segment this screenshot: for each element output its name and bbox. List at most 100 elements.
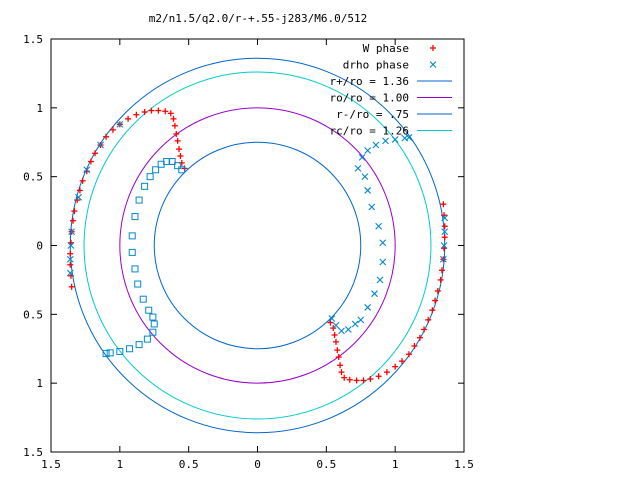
data-point (379, 258, 387, 266)
y-tick-label: 0 (36, 240, 43, 253)
data-point (143, 335, 151, 343)
data-point (176, 146, 183, 153)
data-point (434, 287, 441, 294)
data-point (173, 130, 180, 137)
data-point (331, 331, 338, 338)
x-tick-label: 1.5 (41, 458, 61, 471)
y-tick-label: 1.5 (23, 33, 43, 46)
series-cross (66, 120, 449, 335)
data-point (139, 295, 147, 303)
legend: W phase drho phase r+/ro = 1.36 ro/ro = 1.0… (330, 42, 452, 138)
data-point (67, 242, 75, 249)
legend-label: r-/ro = .75 (336, 108, 409, 121)
x-tick-label: 1.5 (454, 458, 474, 471)
data-point (421, 326, 428, 333)
data-point (332, 321, 340, 329)
data-point (416, 334, 423, 341)
series-plus (67, 107, 448, 384)
data-point (162, 108, 169, 115)
data-point (68, 283, 75, 290)
data-point (335, 354, 342, 361)
data-point (174, 137, 181, 144)
y-tick-label: 1 (36, 102, 43, 115)
axis-ticks: 1.5 1 0.5 0 0.5 1 1.51.510.500.511.5 (23, 33, 474, 471)
data-point (70, 217, 77, 224)
data-point (346, 376, 353, 383)
x-tick-label: 1 (117, 458, 124, 471)
reference-circle (119, 107, 396, 384)
data-point (441, 228, 449, 236)
data-point (67, 261, 74, 268)
legend-label: drho phase (343, 59, 409, 72)
data-point (167, 110, 174, 117)
data-point (128, 232, 136, 240)
data-point (148, 107, 155, 114)
data-point (131, 213, 139, 221)
data-point (332, 338, 339, 345)
data-point (87, 158, 94, 165)
data-point (125, 115, 132, 122)
legend-label: r+/ro = 1.36 (330, 75, 409, 88)
data-point (437, 276, 444, 283)
data-point (371, 290, 378, 298)
data-point (103, 133, 110, 140)
legend-marker (430, 45, 436, 51)
data-point (128, 248, 136, 256)
y-tick-label: 1.5 (23, 446, 43, 459)
data-point (338, 327, 345, 335)
data-point (425, 316, 432, 323)
data-point (364, 187, 372, 194)
data-point (145, 306, 153, 314)
data-point (102, 350, 110, 358)
data-point (382, 137, 389, 145)
legend-label: ro/ro = 1.00 (330, 92, 409, 105)
data-point (141, 182, 149, 190)
data-point (391, 136, 399, 143)
data-point (109, 126, 116, 133)
data-point (116, 120, 124, 128)
data-point (375, 373, 382, 380)
data-point (334, 347, 341, 354)
data-series (66, 107, 449, 384)
x-tick-label: 0.5 (316, 458, 336, 471)
data-point (66, 255, 74, 263)
data-point (405, 351, 412, 358)
data-point (357, 316, 365, 324)
data-point (351, 320, 359, 328)
data-point (152, 166, 160, 174)
data-point (178, 166, 186, 174)
data-point (375, 222, 383, 230)
data-point (141, 108, 148, 115)
data-point (170, 115, 177, 122)
x-tick-label: 0 (254, 458, 261, 471)
data-point (328, 315, 336, 322)
reference-circle (83, 71, 432, 420)
data-point (411, 342, 418, 349)
legend-marker (429, 61, 437, 68)
data-point (405, 134, 413, 141)
data-point (344, 326, 352, 333)
x-tick-label: 0.5 (179, 458, 199, 471)
data-point (392, 363, 399, 370)
data-point (338, 369, 345, 376)
data-point (361, 173, 369, 181)
data-point (341, 374, 348, 381)
data-point (131, 265, 139, 273)
y-tick-label: 0.5 (23, 171, 43, 184)
data-point (135, 341, 143, 349)
data-point (432, 297, 439, 304)
data-point (68, 228, 76, 236)
data-point (149, 313, 157, 321)
data-point (146, 173, 154, 181)
data-point (440, 242, 448, 249)
data-point (66, 269, 74, 277)
data-point (171, 122, 178, 129)
data-point (337, 362, 344, 369)
data-point (150, 320, 158, 328)
data-point (76, 187, 83, 194)
data-point (71, 208, 78, 215)
data-point (133, 111, 140, 118)
data-point (438, 267, 445, 274)
x-tick-label: 1 (392, 458, 399, 471)
